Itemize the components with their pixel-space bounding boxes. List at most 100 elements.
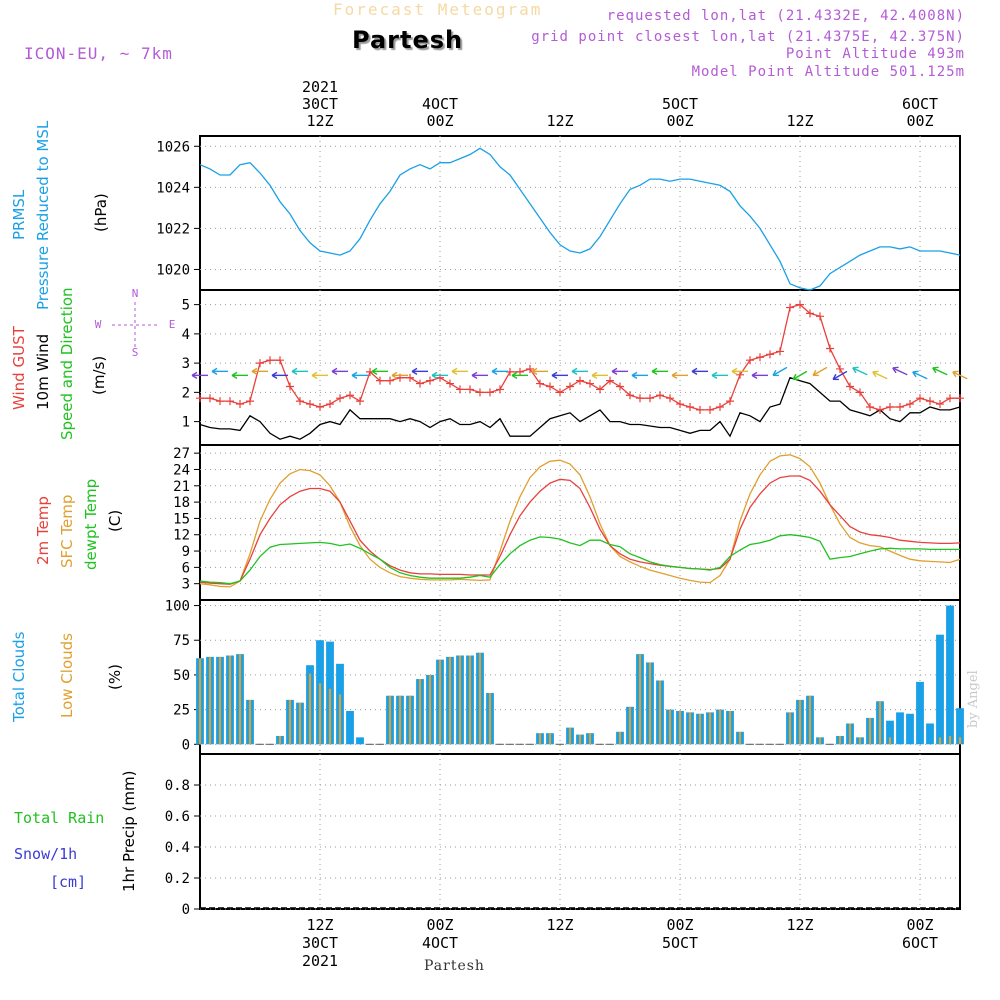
low-cloud-bar	[588, 733, 592, 745]
wind-arrow-head	[751, 371, 758, 379]
wind-arrow-head	[812, 369, 819, 377]
top-time-label: 12Z	[786, 112, 813, 130]
low-cloud-bar	[208, 656, 212, 745]
top-time-label: 12Z	[306, 112, 333, 130]
low-cloud-bar	[408, 695, 412, 745]
top-time-label: 2021	[302, 78, 338, 96]
gust-marker	[756, 353, 764, 362]
gust-marker	[666, 394, 674, 403]
low-cloud-bar	[628, 706, 632, 745]
y-tick-label: 4	[182, 327, 190, 343]
gust-marker	[876, 405, 884, 414]
wind-arrow	[251, 367, 268, 375]
wind-arrow	[511, 371, 528, 379]
y-tick-label: 12	[173, 528, 190, 544]
gust-marker	[896, 402, 904, 411]
gust-marker	[536, 379, 544, 388]
gust-marker	[306, 400, 314, 409]
prmsl-line	[199, 147, 961, 291]
gust-marker	[886, 402, 894, 411]
compass-e: E	[169, 318, 176, 331]
gust-marker	[596, 385, 604, 394]
bottom-time-label: 6OCT	[902, 934, 938, 952]
gust-marker	[446, 379, 454, 388]
y-tick-label: 6	[182, 560, 190, 576]
low-cloud-bar	[888, 737, 892, 745]
gust-marker	[946, 394, 954, 403]
wind-arrow	[311, 371, 328, 379]
gust-marker	[326, 400, 334, 409]
wind-10m-line	[199, 376, 961, 440]
low-cloud-bar	[218, 656, 222, 745]
precip-rain-label: Total Rain	[14, 809, 105, 827]
low-cloud-bar	[298, 702, 302, 745]
bottom-time-label: 4OCT	[422, 934, 458, 952]
gust-marker	[936, 400, 944, 409]
compass-n: N	[132, 287, 139, 300]
gust-marker	[266, 356, 274, 365]
gust-marker	[376, 376, 384, 385]
wind-arrow	[932, 366, 948, 376]
gust-marker	[716, 402, 724, 411]
y-tick-label: 1022	[156, 221, 190, 237]
grid-point-location: grid point closest lon,lat (21.4375E, 42…	[531, 29, 965, 45]
wind-arrow-shaft	[872, 371, 888, 380]
total-cloud-bar	[896, 712, 904, 745]
wind-arrow	[611, 367, 628, 375]
low-cloud-bar	[728, 710, 732, 745]
low-cloud-bar	[798, 699, 802, 745]
gust-marker	[706, 405, 714, 414]
wind-arrow-shaft	[832, 370, 848, 380]
y-tick-label: 50	[173, 668, 190, 684]
gust-marker	[806, 309, 814, 318]
wind-arrow-head	[691, 367, 698, 375]
panel-frame-3	[199, 599, 961, 755]
gust-marker	[746, 356, 754, 365]
wind-arrow	[471, 371, 488, 379]
wind-arrow-head	[852, 366, 859, 374]
gust-marker	[336, 394, 344, 403]
wind-arrow	[832, 370, 848, 381]
wind-gust-line	[200, 303, 960, 411]
bottom-time-label: 12Z	[786, 916, 813, 934]
low-cloud-bar	[428, 674, 432, 745]
gust-marker	[776, 347, 784, 356]
gust-marker	[276, 356, 284, 365]
wind-arrow-head	[331, 367, 338, 375]
wind-arrow	[731, 367, 748, 375]
y-tick-label: 1024	[156, 180, 190, 196]
sfc-temp-line	[199, 454, 961, 588]
gust-marker	[386, 376, 394, 385]
wind-arrow-head	[912, 370, 919, 378]
requested-location: requested lon,lat (21.4332E, 42.4008N)	[606, 8, 965, 24]
top-time-label: 00Z	[666, 112, 693, 130]
low-cloud-bar	[548, 733, 552, 745]
wind-arrow	[271, 371, 288, 379]
low-cloud-bar	[198, 658, 202, 745]
wind-arrow-head	[231, 371, 238, 379]
wind-arrow	[952, 370, 968, 380]
gust-marker	[526, 364, 534, 373]
wind-arrow	[751, 371, 768, 379]
gust-marker	[406, 373, 414, 382]
top-time-label: 00Z	[426, 112, 453, 130]
gust-marker	[646, 394, 654, 403]
wind-arrow-head	[671, 371, 678, 379]
low-cloud-bar	[668, 709, 672, 745]
y-tick-label: 5	[182, 298, 190, 314]
gust-marker	[516, 367, 524, 376]
top-time-label: 5OCT	[662, 95, 698, 113]
low-cloud-bar	[718, 709, 722, 745]
y-tick-label: 1026	[156, 139, 190, 155]
wind-arrow	[191, 371, 208, 379]
bottom-time-label: 5OCT	[662, 934, 698, 952]
y-tick-label: 18	[173, 495, 190, 511]
bottom-time-label: 00Z	[426, 916, 453, 934]
wind-arrow-head	[711, 371, 718, 379]
wind-arrow	[772, 366, 788, 377]
y-tick-label: 3	[182, 577, 190, 593]
wind-arrow-head	[291, 367, 298, 375]
chart-subtitle: Forecast Meteogram	[333, 0, 543, 19]
y-tick-label: 0	[182, 902, 190, 918]
